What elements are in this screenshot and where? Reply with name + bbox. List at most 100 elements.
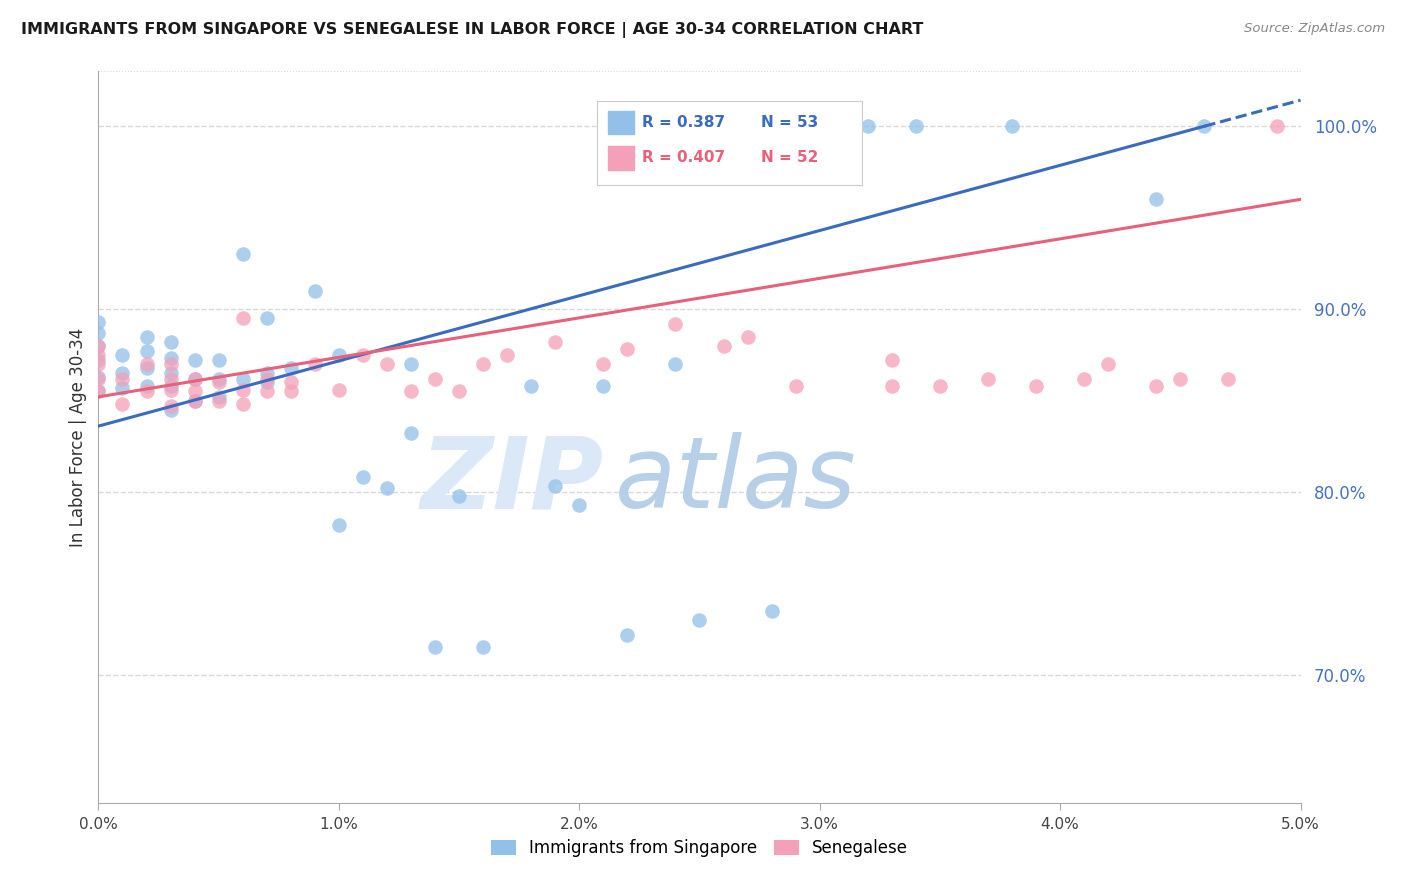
Point [232, 371, 254, 385]
Point [592, 379, 614, 393]
Point [87, 353, 110, 368]
Point [111, 366, 134, 380]
Point [280, 360, 302, 375]
Point [111, 381, 134, 395]
Text: R = 0.387: R = 0.387 [643, 114, 725, 129]
Point [232, 247, 254, 261]
Point [232, 311, 254, 326]
Point [1144, 192, 1167, 206]
Point [856, 119, 879, 133]
Point [1170, 371, 1192, 385]
Point [737, 329, 759, 343]
Point [87, 348, 110, 362]
Point [183, 393, 205, 408]
Point [280, 384, 302, 399]
Point [399, 357, 422, 371]
Point [929, 379, 952, 393]
Point [208, 390, 231, 404]
Point [87, 338, 110, 352]
Point [544, 479, 567, 493]
Y-axis label: In Labor Force | Age 30-34: In Labor Force | Age 30-34 [69, 327, 87, 547]
Point [208, 371, 231, 385]
Point [977, 371, 1000, 385]
Point [544, 334, 567, 349]
Text: R = 0.407: R = 0.407 [643, 150, 725, 165]
Point [87, 326, 110, 340]
Point [328, 517, 350, 532]
Point [664, 357, 686, 371]
Point [87, 357, 110, 371]
Point [689, 613, 711, 627]
Point [159, 366, 181, 380]
Point [328, 348, 350, 362]
Point [761, 604, 783, 618]
Point [328, 383, 350, 397]
Point [1001, 119, 1024, 133]
Point [183, 371, 205, 385]
Point [183, 384, 205, 399]
Point [111, 348, 134, 362]
Text: Source: ZipAtlas.com: Source: ZipAtlas.com [1244, 22, 1385, 36]
Point [87, 384, 110, 399]
Point [880, 353, 903, 368]
Point [87, 338, 110, 352]
Point [256, 384, 278, 399]
Point [1218, 371, 1240, 385]
Point [256, 371, 278, 385]
Point [280, 375, 302, 389]
Point [159, 334, 181, 349]
Point [1097, 357, 1119, 371]
Point [159, 357, 181, 371]
Legend: Immigrants from Singapore, Senegalese: Immigrants from Singapore, Senegalese [484, 832, 915, 864]
Point [111, 371, 134, 385]
Point [616, 343, 638, 357]
Point [111, 397, 134, 411]
Point [135, 384, 157, 399]
Point [1025, 379, 1047, 393]
Point [232, 383, 254, 397]
Point [159, 399, 181, 413]
Text: N = 53: N = 53 [761, 114, 818, 129]
Point [208, 353, 231, 368]
Point [135, 379, 157, 393]
Point [472, 357, 495, 371]
Point [159, 351, 181, 366]
Point [592, 357, 614, 371]
Point [447, 384, 470, 399]
Point [159, 383, 181, 397]
Text: IMMIGRANTS FROM SINGAPORE VS SENEGALESE IN LABOR FORCE | AGE 30-34 CORRELATION C: IMMIGRANTS FROM SINGAPORE VS SENEGALESE … [21, 22, 924, 38]
Point [472, 640, 495, 655]
Point [568, 498, 591, 512]
Point [1194, 119, 1216, 133]
Point [135, 357, 157, 371]
Point [87, 384, 110, 399]
Text: ZIP: ZIP [420, 433, 603, 530]
Point [87, 369, 110, 384]
Point [87, 315, 110, 329]
Point [496, 348, 519, 362]
Point [183, 353, 205, 368]
Point [135, 360, 157, 375]
Point [616, 627, 638, 641]
Bar [607, 146, 634, 169]
Point [183, 393, 205, 408]
Point [520, 379, 543, 393]
Point [399, 384, 422, 399]
Point [304, 284, 326, 298]
Point [375, 481, 398, 495]
Point [256, 375, 278, 389]
Point [352, 348, 374, 362]
Point [87, 371, 110, 385]
Point [399, 426, 422, 441]
Point [375, 357, 398, 371]
Point [880, 379, 903, 393]
Point [159, 402, 181, 417]
Point [135, 344, 157, 359]
Point [423, 371, 446, 385]
Point [232, 397, 254, 411]
Point [208, 393, 231, 408]
Point [304, 357, 326, 371]
Text: N = 52: N = 52 [761, 150, 818, 165]
Bar [607, 111, 634, 135]
Point [1144, 379, 1167, 393]
